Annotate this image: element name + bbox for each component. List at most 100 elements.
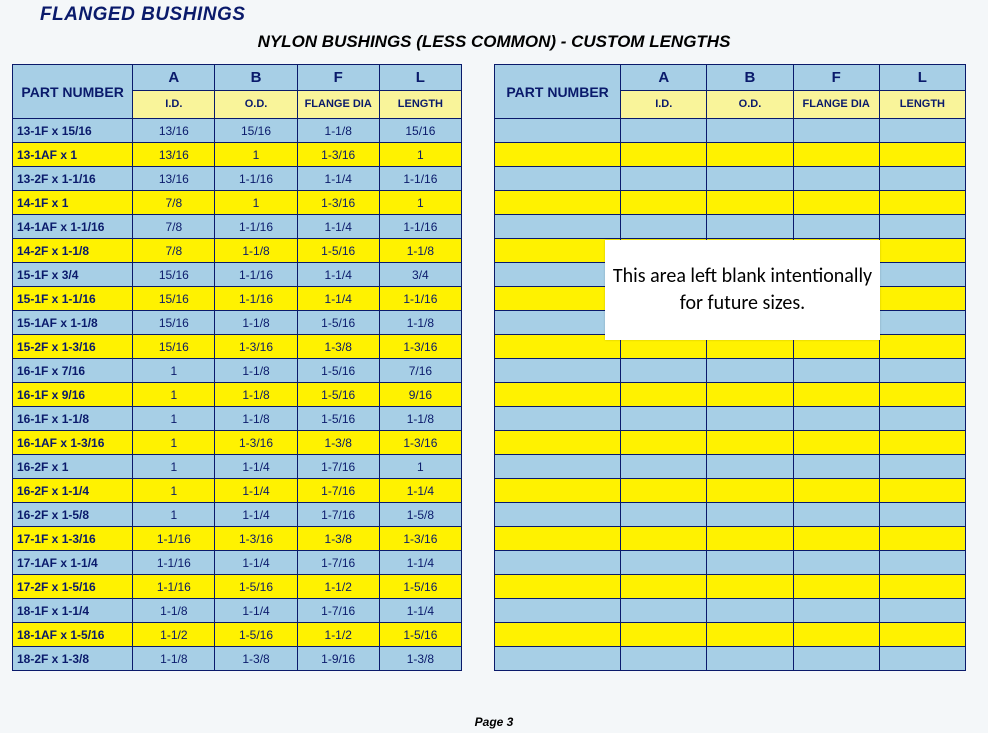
subheader-id-right: I.D. (621, 91, 707, 119)
cell-value: 1-1/4 (297, 215, 379, 239)
cell-value: 1 (379, 191, 461, 215)
cell-blank (793, 359, 879, 383)
cell-blank (879, 335, 965, 359)
cell-value: 1 (133, 407, 215, 431)
cell-value: 1-1/16 (133, 527, 215, 551)
cell-blank (707, 455, 793, 479)
cell-value: 1-7/16 (297, 599, 379, 623)
table-row: 14-1AF x 1-1/167/81-1/161-1/41-1/16 (13, 215, 462, 239)
subheader-id: I.D. (133, 91, 215, 119)
cell-blank (707, 383, 793, 407)
table-row: 14-1F x 17/811-3/161 (13, 191, 462, 215)
cell-part-number: 16-1F x 1-1/8 (13, 407, 133, 431)
cell-blank (495, 599, 621, 623)
subheader-length: LENGTH (379, 91, 461, 119)
cell-blank (793, 407, 879, 431)
cell-part-number: 14-2F x 1-1/8 (13, 239, 133, 263)
cell-value: 1-1/8 (215, 383, 297, 407)
table-row-blank (495, 119, 966, 143)
table-row: 16-1F x 1-1/811-1/81-5/161-1/8 (13, 407, 462, 431)
cell-value: 1-1/4 (215, 599, 297, 623)
cell-value: 1-1/4 (379, 599, 461, 623)
cell-blank (495, 383, 621, 407)
table-row: 16-2F x 1-5/811-1/41-7/161-5/8 (13, 503, 462, 527)
cell-blank (793, 455, 879, 479)
cell-blank (879, 119, 965, 143)
cell-blank (707, 215, 793, 239)
cell-value: 1-1/8 (379, 239, 461, 263)
cell-value: 1-1/4 (297, 263, 379, 287)
table-row-blank (495, 503, 966, 527)
header-part-number: PART NUMBER (13, 65, 133, 119)
cell-blank (495, 119, 621, 143)
cell-value: 9/16 (379, 383, 461, 407)
cell-value: 1-7/16 (297, 551, 379, 575)
table-head-right: PART NUMBER A B F L I.D. O.D. FLANGE DIA… (495, 65, 966, 119)
cell-blank (879, 191, 965, 215)
table-row: 14-2F x 1-1/87/81-1/81-5/161-1/8 (13, 239, 462, 263)
cell-blank (495, 191, 621, 215)
cell-blank (495, 359, 621, 383)
cell-value: 1-7/16 (297, 503, 379, 527)
cell-value: 1-3/8 (215, 647, 297, 671)
cell-value: 1-3/8 (297, 335, 379, 359)
cell-blank (495, 527, 621, 551)
subheader-od-right: O.D. (707, 91, 793, 119)
cell-value: 1-1/4 (379, 479, 461, 503)
cell-value: 1-1/2 (297, 575, 379, 599)
cell-blank (621, 407, 707, 431)
cell-blank (879, 479, 965, 503)
cell-value: 1-7/16 (297, 479, 379, 503)
cell-value: 1-3/16 (379, 431, 461, 455)
cell-blank (621, 191, 707, 215)
cell-blank (495, 623, 621, 647)
header-col-b-right: B (707, 65, 793, 91)
cell-blank (621, 623, 707, 647)
cell-blank (879, 143, 965, 167)
cell-value: 1-5/16 (297, 383, 379, 407)
cell-value: 1-1/8 (133, 647, 215, 671)
cell-value: 1-1/8 (215, 239, 297, 263)
cell-value: 1-1/8 (133, 599, 215, 623)
header-col-b: B (215, 65, 297, 91)
cell-value: 1 (133, 455, 215, 479)
cell-blank (879, 431, 965, 455)
cell-blank (495, 503, 621, 527)
cell-blank (707, 431, 793, 455)
cell-value: 1-5/16 (379, 623, 461, 647)
cell-blank (793, 647, 879, 671)
cell-blank (879, 503, 965, 527)
cell-blank (621, 431, 707, 455)
cell-part-number: 15-1F x 1-1/16 (13, 287, 133, 311)
cell-blank (621, 575, 707, 599)
cell-value: 1-1/2 (133, 623, 215, 647)
table-row: 17-2F x 1-5/161-1/161-5/161-1/21-5/16 (13, 575, 462, 599)
cell-part-number: 13-1F x 15/16 (13, 119, 133, 143)
cell-value: 1-1/16 (215, 263, 297, 287)
cell-value: 7/8 (133, 191, 215, 215)
cell-blank (495, 551, 621, 575)
cell-blank (879, 647, 965, 671)
cell-part-number: 16-1F x 7/16 (13, 359, 133, 383)
cell-value: 1-3/16 (215, 431, 297, 455)
cell-blank (495, 647, 621, 671)
cell-value: 3/4 (379, 263, 461, 287)
cell-blank (621, 479, 707, 503)
cell-blank (793, 167, 879, 191)
cell-blank (707, 551, 793, 575)
cell-value: 13/16 (133, 167, 215, 191)
cell-value: 1-1/4 (297, 167, 379, 191)
cell-blank (621, 167, 707, 191)
cell-part-number: 14-1AF x 1-1/16 (13, 215, 133, 239)
cell-value: 13/16 (133, 119, 215, 143)
cell-value: 1-5/8 (379, 503, 461, 527)
cell-value: 1 (133, 431, 215, 455)
cell-value: 7/8 (133, 215, 215, 239)
cell-blank (707, 191, 793, 215)
cell-blank (621, 551, 707, 575)
cell-blank (495, 311, 621, 335)
cell-blank (793, 479, 879, 503)
cell-blank (793, 623, 879, 647)
cell-blank (793, 143, 879, 167)
cell-blank (879, 407, 965, 431)
